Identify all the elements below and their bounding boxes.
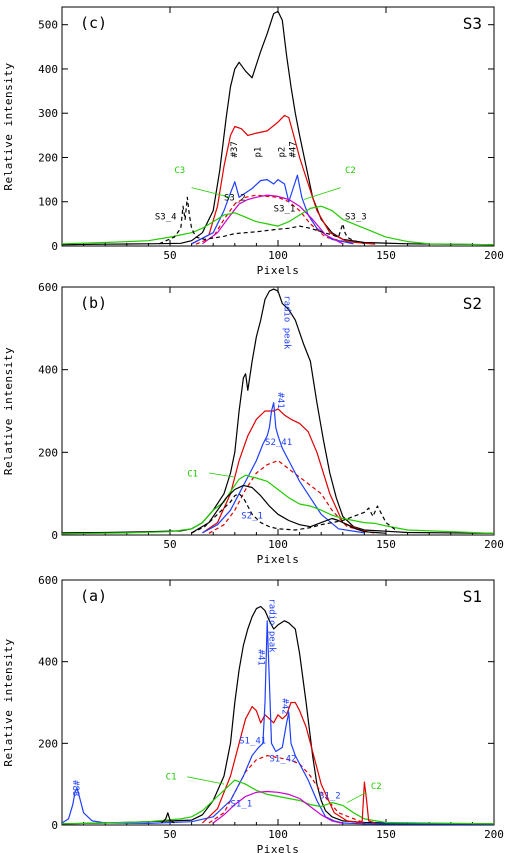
y-tick-label: 500 <box>38 19 58 32</box>
plot-frame <box>61 286 495 536</box>
panel-label: (b) <box>80 294 107 312</box>
annotation-label: S3_3 <box>345 212 367 222</box>
annotation-label: S1_1 <box>230 800 252 810</box>
y-tick-label: 100 <box>38 196 58 209</box>
panel-label: (a) <box>80 587 107 605</box>
annotation-leader <box>187 776 225 785</box>
annotation-leader <box>303 187 341 200</box>
series-line-magenta <box>202 194 344 245</box>
x-axis-label: Pixels <box>257 264 300 277</box>
series-group <box>62 605 494 825</box>
annotation-label: C1 <box>187 469 198 479</box>
series-line-red <box>201 701 365 824</box>
y-axis-label: Relative intensity <box>2 638 15 766</box>
annotation-label: S1_2 <box>319 791 341 801</box>
series-line-green <box>62 474 494 535</box>
y-axis-label: Relative intensity <box>2 347 15 475</box>
annotation-label: radio peak <box>281 295 291 350</box>
series-line-black-dashed <box>191 493 398 534</box>
y-tick-label: 600 <box>38 281 58 294</box>
panel-label: (c) <box>80 14 107 32</box>
series-line-red <box>202 408 365 534</box>
x-tick-label: 50 <box>163 249 176 262</box>
series-line-black <box>62 605 494 825</box>
annotation-leader <box>191 187 231 198</box>
annotation-label: C2 <box>371 782 382 792</box>
y-tick-label: 200 <box>38 446 58 459</box>
annotation-label: S2_41 <box>265 438 292 448</box>
annotation-label: S1_41 <box>239 736 266 746</box>
panel-id: S3 <box>463 14 482 33</box>
series-line-blue <box>191 174 354 245</box>
x-tick-label: 100 <box>268 828 288 841</box>
y-tick-label: 600 <box>38 574 58 587</box>
panel-b: 50 100 150 200 0 200 400 600 Pixels Relative inte… <box>2 281 504 566</box>
annotation-label: C1 <box>166 772 177 782</box>
series-line-red <box>191 114 376 245</box>
annotation-leader <box>208 472 235 478</box>
x-tick-label: 50 <box>163 828 176 841</box>
series-line-black <box>62 288 494 534</box>
y-tick-label: 400 <box>38 63 58 76</box>
series-line-red-spike <box>355 781 376 824</box>
annotation-label: radio peak <box>266 598 276 653</box>
y-tick-label: 400 <box>38 656 58 669</box>
y-tick-label: 0 <box>51 240 58 253</box>
panel-a: 50 100 150 200 0 200 400 600 Pixels Relative inte… <box>2 574 504 853</box>
series-line-blue <box>62 620 494 825</box>
x-axis-label: Pixels <box>257 843 300 853</box>
panel-id: S1 <box>463 587 482 606</box>
series-line-black-dashed <box>158 196 365 245</box>
annotation-label: p2 <box>277 147 287 158</box>
y-tick-label: 200 <box>38 737 58 750</box>
annotation-label: S3_2 <box>224 193 246 203</box>
series-line-blue <box>202 402 365 534</box>
series-line-red-dashed <box>195 194 354 245</box>
annotation-label: C2 <box>345 166 356 176</box>
series-line-green <box>62 205 494 246</box>
y-axis-label: Relative intensity <box>2 62 15 190</box>
series-line-magenta <box>212 790 343 824</box>
x-tick-label: 150 <box>376 538 396 551</box>
x-tick-label: 50 <box>163 538 176 551</box>
annotation-label: #41 <box>275 392 285 408</box>
annotation-label: #41 <box>256 649 266 665</box>
series-line-black-spike <box>160 812 175 824</box>
y-tick-label: 400 <box>38 364 58 377</box>
annotation-label: #42 <box>279 698 289 714</box>
annotation-label: S3_4 <box>155 212 177 222</box>
x-tick-label: 200 <box>484 249 504 262</box>
plot-frame <box>61 579 495 826</box>
annotation-label: C3 <box>174 166 185 176</box>
series-group <box>62 288 494 535</box>
x-tick-label: 150 <box>376 828 396 841</box>
annotation-leader <box>346 791 367 803</box>
series-line-black-2 <box>191 484 387 534</box>
annotation-label: S1_42 <box>269 755 296 765</box>
series-group <box>62 10 494 246</box>
y-tick-label: 0 <box>51 819 58 832</box>
x-axis-label: Pixels <box>257 553 300 566</box>
annotation-label: p1 <box>254 147 264 158</box>
y-tick-label: 200 <box>38 151 58 164</box>
x-tick-label: 100 <box>268 249 288 262</box>
panel-id: S2 <box>463 294 482 313</box>
y-tick-label: 300 <box>38 107 58 120</box>
x-tick-label: 200 <box>484 538 504 551</box>
annotation-label: S3_1 <box>274 204 296 214</box>
x-tick-label: 150 <box>376 249 396 262</box>
annotation-label: #47 <box>288 141 298 157</box>
annotation-label: #37 <box>230 141 240 157</box>
x-tick-label: 100 <box>268 538 288 551</box>
series-line-green <box>62 779 494 825</box>
series-line-red-dashed <box>208 755 365 824</box>
panel-c: 50 100 150 200 0 100 200 300 400 500 Pixels Relativ… <box>2 6 504 277</box>
annotation-label: #88 <box>70 780 80 796</box>
x-tick-label: 200 <box>484 828 504 841</box>
annotation-label: S2_1 <box>241 511 263 521</box>
y-tick-label: 0 <box>51 529 58 542</box>
